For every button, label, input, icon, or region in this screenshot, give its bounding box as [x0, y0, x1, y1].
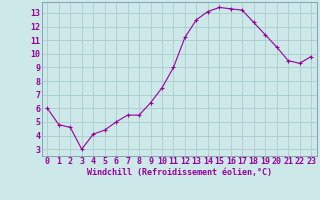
- X-axis label: Windchill (Refroidissement éolien,°C): Windchill (Refroidissement éolien,°C): [87, 168, 272, 177]
